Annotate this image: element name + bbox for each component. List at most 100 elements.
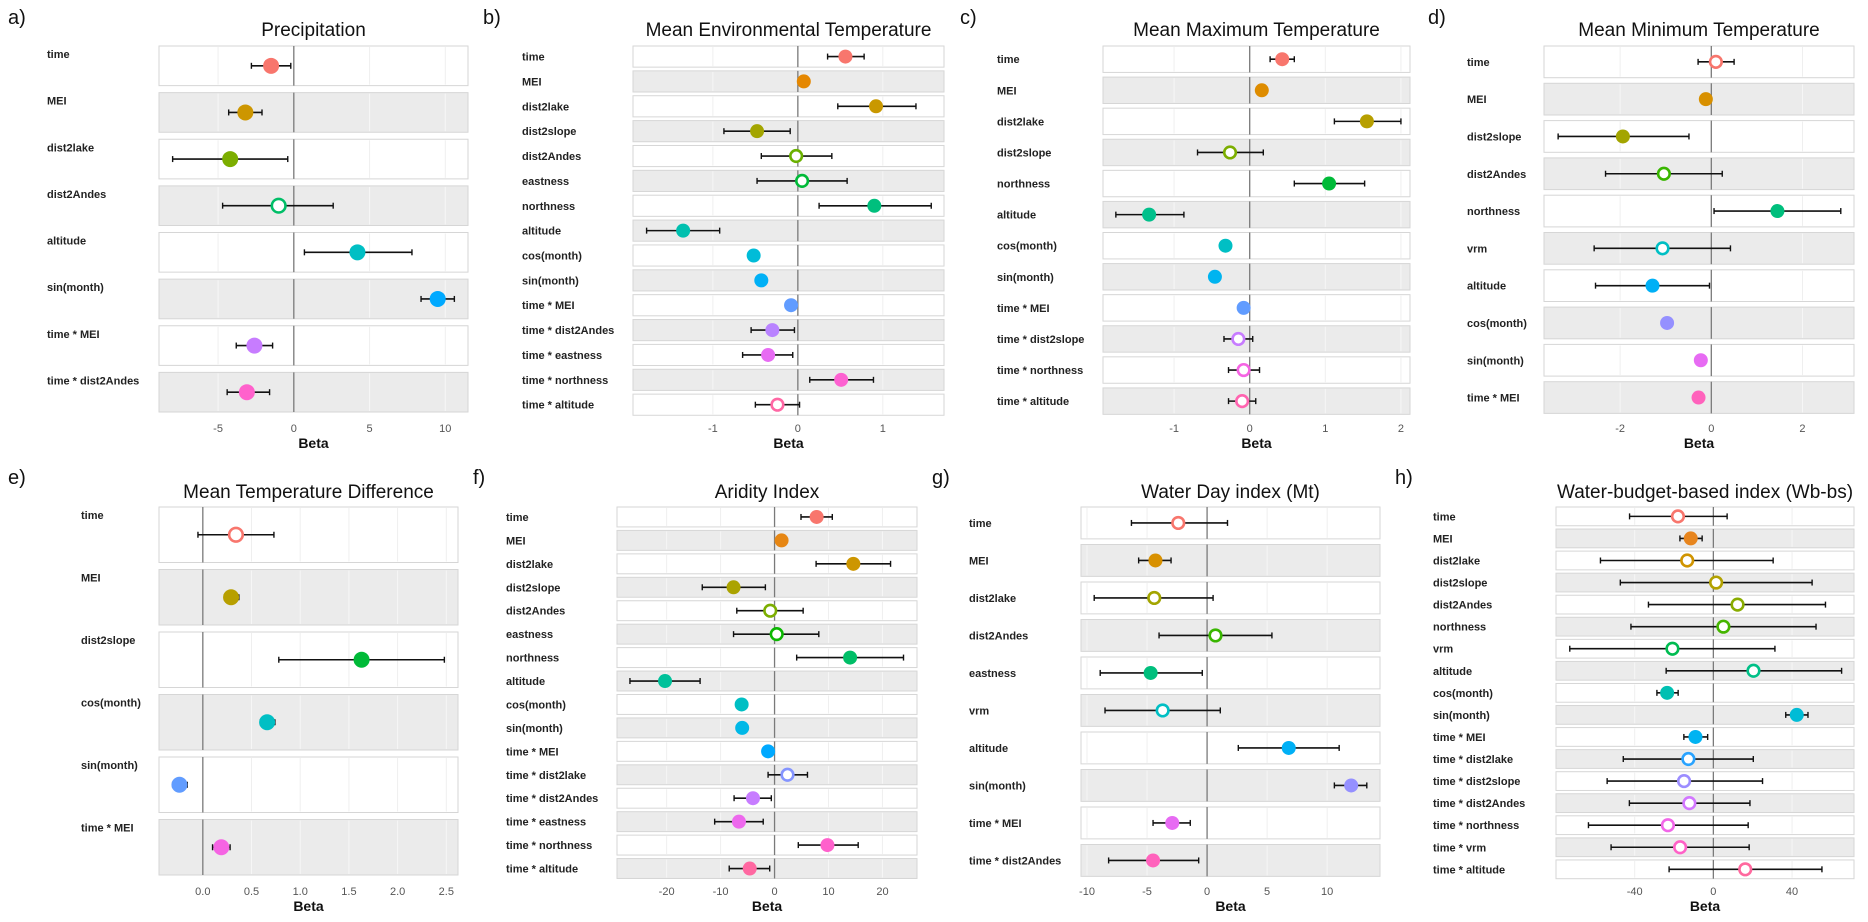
term-label: time * MEI bbox=[1433, 732, 1486, 744]
estimate-point bbox=[1660, 685, 1675, 700]
estimate-point bbox=[1691, 390, 1706, 405]
term-label: time * northness bbox=[1433, 820, 1519, 832]
term-label: dist2slope bbox=[522, 126, 576, 138]
row-band bbox=[616, 529, 918, 551]
estimate-point bbox=[246, 337, 263, 354]
row-band bbox=[1555, 528, 1855, 549]
x-tick-label: 0 bbox=[1708, 423, 1714, 435]
row-band bbox=[616, 717, 918, 739]
x-tick-label: 0 bbox=[1247, 423, 1253, 435]
estimate-point bbox=[1218, 238, 1233, 253]
term-label: northness bbox=[1467, 206, 1520, 218]
estimate-point bbox=[1171, 515, 1186, 531]
term-label: time bbox=[506, 512, 529, 524]
row-band bbox=[1102, 325, 1411, 353]
term-label: altitude bbox=[1467, 281, 1506, 293]
x-tick-label: 2.5 bbox=[439, 886, 454, 898]
row-band bbox=[1080, 544, 1381, 577]
x-axis-label: Beta bbox=[1215, 898, 1246, 914]
estimate-point bbox=[213, 839, 230, 856]
panel-letter: b) bbox=[483, 7, 501, 29]
estimate-point bbox=[171, 776, 188, 793]
row-band bbox=[1080, 656, 1381, 690]
x-axis-label: Beta bbox=[752, 898, 783, 914]
estimate-point bbox=[1660, 315, 1675, 330]
term-label: time * MEI bbox=[969, 818, 1022, 830]
term-label: dist2Andes bbox=[1467, 169, 1526, 181]
term-label: altitude bbox=[506, 676, 545, 688]
term-label: dist2Andes bbox=[47, 189, 106, 201]
estimate-point bbox=[1236, 362, 1251, 378]
panel-letter: c) bbox=[960, 7, 977, 29]
panel-title: Mean Temperature Difference bbox=[183, 482, 434, 503]
row-band bbox=[1555, 682, 1855, 703]
row-band bbox=[1102, 294, 1411, 322]
estimate-point bbox=[1683, 531, 1698, 546]
term-label: time * MEI bbox=[81, 823, 134, 835]
term-label: altitude bbox=[997, 210, 1036, 222]
panel-title: Mean Environmental Temperature bbox=[646, 20, 932, 41]
row-band bbox=[1543, 306, 1855, 340]
x-axis-label: Beta bbox=[1241, 435, 1272, 451]
term-label: time bbox=[81, 510, 104, 522]
term-label: sin(month) bbox=[47, 282, 104, 294]
term-label: eastness bbox=[506, 629, 553, 641]
term-label: dist2lake bbox=[506, 559, 553, 571]
estimate-point bbox=[1681, 751, 1696, 767]
panel-letter: f) bbox=[473, 467, 485, 489]
x-axis-label: Beta bbox=[293, 898, 324, 914]
term-label: time bbox=[47, 49, 70, 61]
estimate-point bbox=[1716, 619, 1731, 634]
term-label: cos(month) bbox=[1467, 318, 1527, 330]
estimate-point bbox=[742, 861, 757, 876]
term-label: dist2Andes bbox=[969, 630, 1028, 642]
row-band bbox=[158, 694, 459, 751]
term-label: time * MEI bbox=[47, 329, 100, 341]
estimate-point bbox=[676, 223, 691, 238]
term-label: vrm bbox=[1467, 243, 1487, 255]
estimate-point bbox=[222, 151, 239, 168]
estimate-point bbox=[1746, 663, 1761, 678]
term-label: altitude bbox=[1433, 666, 1472, 678]
estimate-point bbox=[1670, 509, 1686, 524]
term-label: time * MEI bbox=[522, 300, 575, 312]
row-band bbox=[1102, 387, 1411, 415]
term-label: dist2slope bbox=[81, 635, 135, 647]
term-label: cos(month) bbox=[506, 699, 566, 711]
estimate-point bbox=[1142, 207, 1157, 222]
term-label: northness bbox=[522, 201, 575, 213]
term-label: MEI bbox=[969, 555, 989, 567]
x-tick-label: -1 bbox=[1169, 423, 1179, 435]
row-band bbox=[1102, 263, 1411, 291]
estimate-point bbox=[1208, 628, 1223, 643]
panel-title: Mean Minimum Temperature bbox=[1578, 20, 1819, 41]
row-band bbox=[158, 756, 459, 813]
row-band bbox=[632, 269, 945, 292]
estimate-point bbox=[1322, 176, 1337, 191]
term-label: sin(month) bbox=[1433, 710, 1490, 722]
x-tick-label: -1 bbox=[708, 423, 718, 435]
term-label: northness bbox=[1433, 622, 1486, 634]
x-axis-label: Beta bbox=[298, 435, 329, 451]
estimate-point bbox=[1231, 331, 1246, 347]
term-label: dist2lake bbox=[47, 142, 94, 154]
estimate-point bbox=[1222, 145, 1238, 160]
term-label: time bbox=[1433, 511, 1456, 523]
term-label: time * northness bbox=[506, 840, 592, 852]
term-label: MEI bbox=[522, 76, 542, 88]
row-band bbox=[616, 811, 918, 833]
x-tick-label: 10 bbox=[439, 423, 451, 435]
x-axis-label: Beta bbox=[1684, 435, 1715, 451]
term-label: MEI bbox=[47, 96, 67, 108]
estimate-point bbox=[1254, 83, 1269, 98]
x-tick-label: -40 bbox=[1627, 886, 1643, 898]
term-label: altitude bbox=[47, 236, 86, 248]
estimate-point bbox=[1655, 241, 1670, 256]
estimate-point bbox=[1146, 853, 1161, 868]
estimate-point bbox=[765, 323, 780, 338]
estimate-point bbox=[1275, 52, 1290, 67]
estimate-point bbox=[1665, 641, 1680, 656]
term-label: sin(month) bbox=[969, 780, 1026, 792]
estimate-point bbox=[746, 248, 761, 263]
row-band bbox=[158, 92, 469, 133]
